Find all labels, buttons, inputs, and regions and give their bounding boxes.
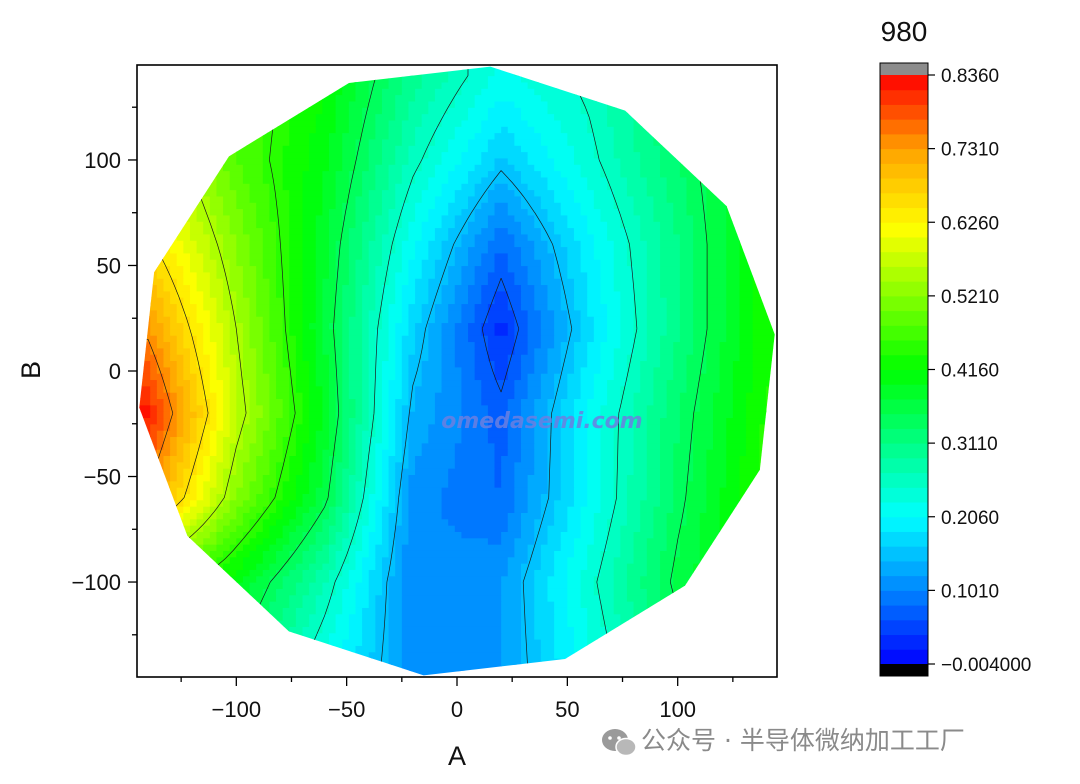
colorbar-band xyxy=(880,192,928,209)
colorbar-tick-label: 0.2060 xyxy=(941,508,999,529)
colorbar-band xyxy=(880,340,928,356)
colorbar-band xyxy=(880,133,928,150)
colorbar-band xyxy=(880,281,928,297)
colorbar-band xyxy=(880,369,928,385)
colorbar-band xyxy=(880,222,928,238)
colorbar-band xyxy=(880,119,928,135)
colorbar-under-swatch xyxy=(880,664,928,676)
y-tick-label: −100 xyxy=(71,570,121,595)
colorbar-band xyxy=(880,619,928,636)
x-axis-ticks: −100 −50 0 50 100 xyxy=(180,677,734,722)
colorbar-band xyxy=(880,605,928,621)
y-axis-title: B xyxy=(16,361,46,379)
colorbar-band xyxy=(880,384,928,400)
x-tick-label: −100 xyxy=(212,697,262,722)
watermark-text: omedasemi.com xyxy=(441,409,642,434)
colorbar-band xyxy=(880,502,928,518)
footer-caption: 公众号 · 半导体微纳加工工厂 xyxy=(641,726,965,755)
x-tick-label: 50 xyxy=(555,697,579,722)
colorbar-band xyxy=(880,560,928,577)
x-tick-label: −50 xyxy=(328,697,365,722)
colorbar-tick-label: 0.7310 xyxy=(941,140,999,161)
x-tick-label: 100 xyxy=(659,697,696,722)
y-tick-label: 0 xyxy=(109,359,121,384)
colorbar-band xyxy=(880,236,928,253)
colorbar-band xyxy=(880,207,928,223)
colorbar-band xyxy=(880,413,928,429)
colorbar-band xyxy=(880,516,928,532)
colorbar-tick-label: 0.6260 xyxy=(941,213,999,234)
colorbar-band xyxy=(880,251,928,267)
colorbar-band xyxy=(880,310,928,326)
colorbar-band xyxy=(880,546,928,562)
colorbar-band xyxy=(880,89,928,105)
colorbar-title: 980 xyxy=(881,16,928,47)
colorbar-tick-label: 0.3110 xyxy=(941,434,998,455)
colorbar-band xyxy=(880,472,928,488)
wafer-contour-map xyxy=(139,66,775,676)
colorbar-band xyxy=(880,266,928,282)
colorbar-tick-label: 0.5210 xyxy=(941,287,999,308)
y-tick-label: 50 xyxy=(97,253,121,278)
colorbar-band xyxy=(880,649,928,665)
x-tick-label: 0 xyxy=(451,697,463,722)
colorbar-tick-label: −0.004000 xyxy=(941,655,1031,676)
colorbar-band xyxy=(880,148,928,164)
colorbar-band xyxy=(880,178,928,194)
colorbar-band xyxy=(880,75,928,91)
colorbar-over-swatch xyxy=(880,63,928,75)
colorbar-tick-label: 0.8360 xyxy=(941,66,999,87)
colorbar: 0.8360 0.7310 0.6260 0.5210 0.4160 0.3110 0.20… xyxy=(879,62,1031,677)
colorbar-band xyxy=(880,104,928,120)
colorbar-band xyxy=(880,531,928,547)
x-axis-title: A xyxy=(448,741,466,771)
y-axis-ticks: 100 50 0 −50 −100 xyxy=(71,106,137,636)
colorbar-tick-label: 0.4160 xyxy=(941,361,999,382)
y-tick-label: 100 xyxy=(84,148,121,173)
colorbar-band xyxy=(880,354,928,370)
wechat-icon xyxy=(602,729,637,757)
colorbar-band xyxy=(880,325,928,341)
colorbar-band xyxy=(880,457,928,474)
y-tick-label: −50 xyxy=(84,465,121,490)
colorbar-band xyxy=(880,295,928,312)
colorbar-band xyxy=(880,443,928,459)
colorbar-band xyxy=(880,163,928,179)
colorbar-band xyxy=(880,590,928,606)
colorbar-band xyxy=(880,487,928,503)
colorbar-band xyxy=(880,634,928,650)
colorbar-band xyxy=(880,428,928,444)
colorbar-band xyxy=(880,575,928,591)
colorbar-tick-label: 0.1010 xyxy=(941,581,999,602)
colorbar-band xyxy=(880,398,928,415)
